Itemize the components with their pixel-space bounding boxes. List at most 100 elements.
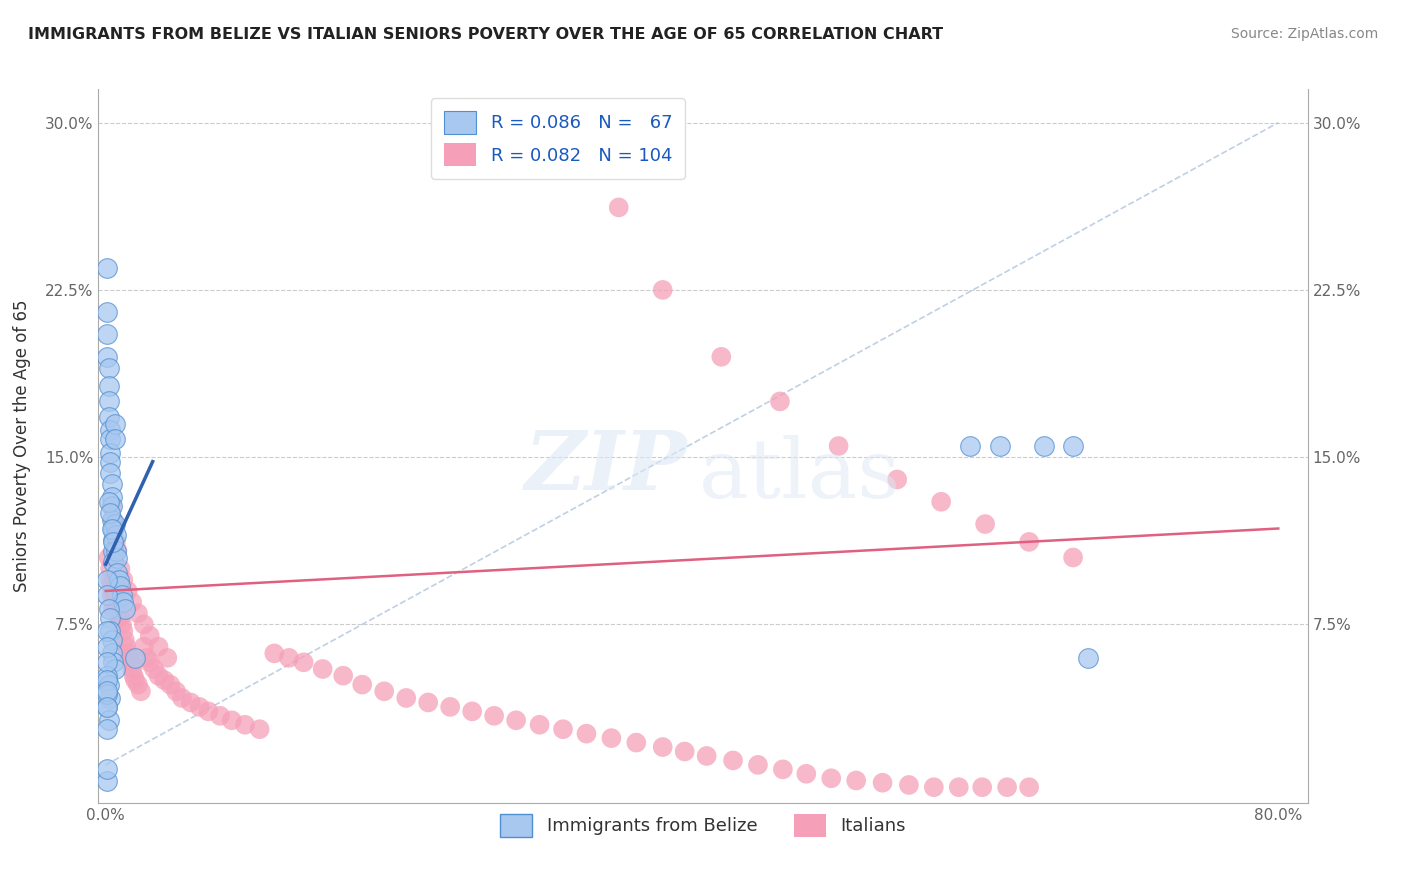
Point xyxy=(696,749,718,764)
Point xyxy=(827,439,849,453)
Point xyxy=(97,360,120,375)
Point xyxy=(165,684,187,698)
Point xyxy=(111,589,134,603)
Point xyxy=(98,573,121,587)
Point xyxy=(108,610,131,624)
Point xyxy=(820,771,842,786)
Point xyxy=(127,607,149,621)
Point xyxy=(1018,534,1040,549)
Point xyxy=(988,439,1011,453)
Point xyxy=(135,651,157,665)
Point xyxy=(97,394,120,409)
Point xyxy=(197,705,219,719)
Point xyxy=(98,506,121,520)
Point xyxy=(101,533,124,547)
Y-axis label: Seniors Poverty Over the Age of 65: Seniors Poverty Over the Age of 65 xyxy=(13,300,31,592)
Point xyxy=(98,432,121,446)
Point xyxy=(108,573,131,587)
Point xyxy=(107,550,129,565)
Point xyxy=(103,432,125,446)
Point xyxy=(97,678,120,692)
Point xyxy=(96,673,118,687)
Point xyxy=(96,684,118,698)
Point xyxy=(886,472,908,486)
Point xyxy=(600,731,623,746)
Point xyxy=(103,550,125,565)
Point xyxy=(651,740,673,755)
Point xyxy=(100,512,122,526)
Point xyxy=(180,696,202,710)
Point xyxy=(221,714,243,728)
Point xyxy=(100,476,122,491)
Point xyxy=(101,655,124,669)
Point xyxy=(98,690,121,705)
Point xyxy=(115,640,138,654)
Point xyxy=(332,669,354,683)
Point xyxy=(120,655,142,669)
Text: IMMIGRANTS FROM BELIZE VS ITALIAN SENIORS POVERTY OVER THE AGE OF 65 CORRELATION: IMMIGRANTS FROM BELIZE VS ITALIAN SENIOR… xyxy=(28,27,943,42)
Point xyxy=(551,723,574,737)
Point xyxy=(100,633,122,648)
Point xyxy=(96,762,118,776)
Point xyxy=(96,305,118,319)
Point xyxy=(188,699,211,714)
Point xyxy=(148,669,170,683)
Point xyxy=(100,580,122,594)
Point xyxy=(132,640,155,654)
Point xyxy=(100,589,122,603)
Point xyxy=(96,669,118,683)
Point xyxy=(529,717,551,731)
Point xyxy=(100,500,122,514)
Point xyxy=(995,780,1018,795)
Point xyxy=(103,521,125,535)
Point xyxy=(101,595,124,609)
Point xyxy=(845,773,868,788)
Point xyxy=(505,714,527,728)
Point xyxy=(98,446,121,460)
Point xyxy=(103,517,125,532)
Point xyxy=(110,580,132,594)
Point xyxy=(101,521,124,535)
Point xyxy=(107,580,129,594)
Point xyxy=(233,717,256,731)
Point xyxy=(112,624,135,639)
Point xyxy=(124,651,146,665)
Point xyxy=(132,617,155,632)
Point xyxy=(105,589,128,603)
Point xyxy=(103,573,125,587)
Point xyxy=(96,699,118,714)
Point xyxy=(122,669,145,683)
Point xyxy=(96,327,118,342)
Point xyxy=(249,723,271,737)
Point xyxy=(794,767,817,781)
Point xyxy=(1032,439,1054,453)
Point xyxy=(110,595,132,609)
Point xyxy=(710,350,733,364)
Point xyxy=(1077,651,1099,665)
Point xyxy=(373,684,395,698)
Point xyxy=(772,762,794,776)
Point xyxy=(100,521,122,535)
Point xyxy=(110,562,132,576)
Point xyxy=(105,543,128,558)
Legend: Immigrants from Belize, Italians: Immigrants from Belize, Italians xyxy=(492,807,914,844)
Point xyxy=(101,512,124,526)
Point xyxy=(96,699,118,714)
Point xyxy=(100,646,122,660)
Point xyxy=(96,655,118,669)
Point xyxy=(673,744,696,758)
Point xyxy=(96,260,118,275)
Point xyxy=(138,655,160,669)
Point xyxy=(114,633,136,648)
Point xyxy=(101,534,124,549)
Point xyxy=(97,550,120,565)
Point xyxy=(110,610,132,624)
Point xyxy=(107,543,129,558)
Text: ZIP: ZIP xyxy=(524,427,688,508)
Point xyxy=(97,601,120,615)
Point xyxy=(96,723,118,737)
Point xyxy=(439,699,461,714)
Point xyxy=(96,573,118,587)
Point xyxy=(153,673,176,687)
Point xyxy=(138,628,160,642)
